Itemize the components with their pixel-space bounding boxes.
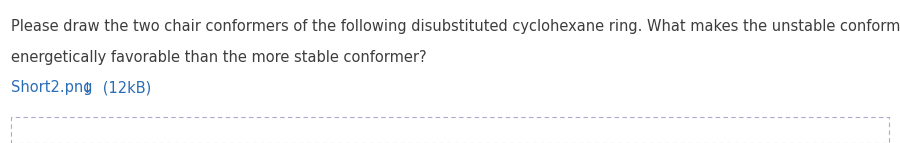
Text: Short2.png: Short2.png [11, 80, 93, 95]
Text: Please draw the two chair conformers of the following disubstituted cyclohexane : Please draw the two chair conformers of … [11, 19, 900, 34]
Text: energetically favorable than the more stable conformer?: energetically favorable than the more st… [11, 50, 427, 65]
Text: ↓  (12kB): ↓ (12kB) [72, 80, 151, 95]
